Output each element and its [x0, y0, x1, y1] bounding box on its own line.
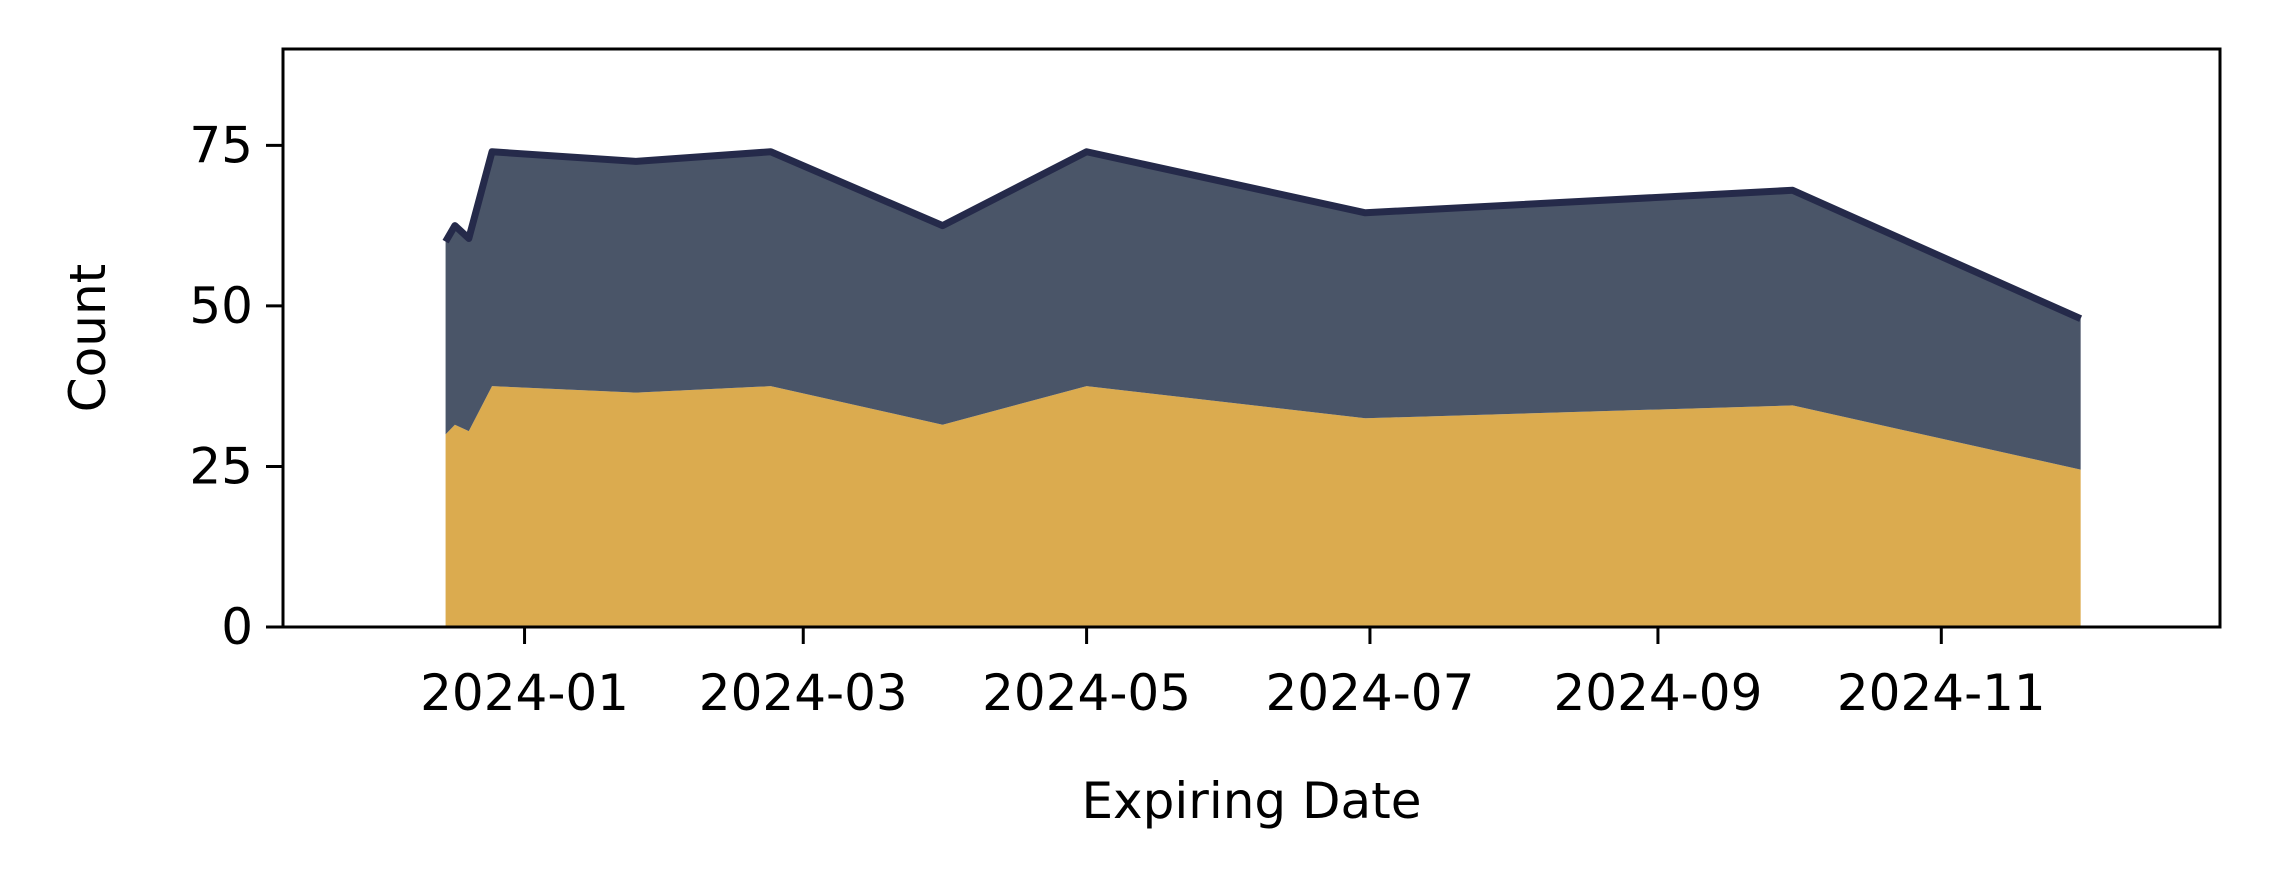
plot-frame — [281, 47, 2222, 629]
x-axis-ticks: 2024-01 2024-03 2024-05 2024-07 2024-09 2024-… — [420, 627, 2046, 722]
total-line-group — [442, 148, 2083, 322]
x-tick-label: 2024-07 — [1265, 664, 1474, 722]
x-axis-label: Expiring Date — [1081, 772, 1421, 830]
x-tick-label: 2024-01 — [420, 664, 629, 722]
x-tick-label: 2024-09 — [1553, 664, 1762, 722]
x-tick-label: 2024-05 — [982, 664, 1191, 722]
area-series-2 — [445, 151, 2081, 470]
x-tick-label: 2024-03 — [699, 664, 908, 722]
y-tick-label: 75 — [189, 116, 253, 174]
x-tick-label: 2024-11 — [1837, 664, 2046, 722]
y-tick-label: 25 — [189, 437, 253, 495]
y-tick-label: 50 — [189, 277, 253, 335]
stacked-areas — [445, 151, 2081, 627]
total-line — [442, 148, 2083, 322]
y-axis-ticks: 0 25 50 75 — [189, 116, 283, 656]
area-series-1 — [445, 386, 2081, 627]
y-axis-label: Count — [59, 264, 117, 413]
y-tick-label: 0 — [221, 598, 253, 656]
